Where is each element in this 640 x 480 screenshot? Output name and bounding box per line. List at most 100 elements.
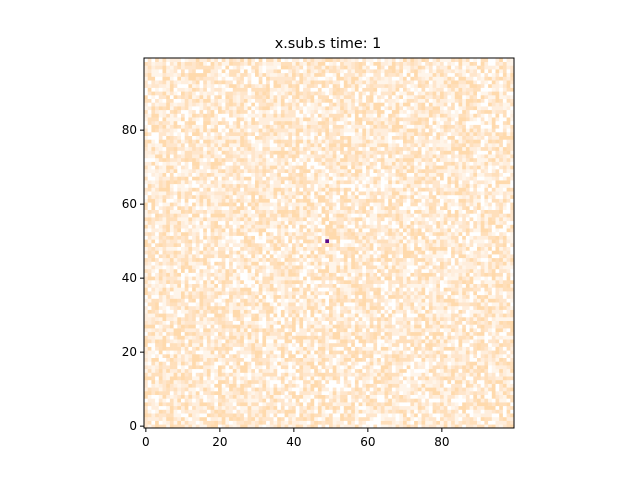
heatmap-cell	[384, 302, 389, 307]
heatmap-cell	[188, 405, 193, 410]
heatmap-cell	[299, 294, 304, 299]
heatmap-cell	[436, 243, 441, 247]
heatmap-cell	[162, 243, 167, 247]
heatmap-cell	[177, 261, 182, 266]
heatmap-cell	[299, 387, 304, 392]
heatmap-cell	[443, 298, 448, 303]
heatmap-cell	[480, 309, 485, 314]
heatmap-cell	[258, 402, 263, 407]
heatmap-cell	[343, 339, 348, 344]
heatmap-cell	[428, 302, 433, 307]
heatmap-cell	[458, 368, 463, 373]
heatmap-cell	[373, 331, 378, 336]
heatmap-cell	[384, 331, 389, 336]
heatmap-cell	[377, 324, 382, 329]
heatmap-cell	[421, 257, 426, 262]
heatmap-cell	[162, 320, 167, 325]
heatmap-cell	[436, 372, 441, 377]
heatmap-cell	[332, 420, 337, 425]
heatmap-cell	[329, 368, 333, 373]
heatmap-cell	[480, 372, 485, 377]
heatmap-cell	[399, 309, 404, 314]
heatmap-cell	[280, 261, 285, 266]
heatmap-cell	[428, 350, 433, 355]
heatmap-cell	[491, 379, 496, 384]
heatmap-cell	[214, 328, 219, 333]
heatmap-cell	[317, 272, 322, 277]
heatmap-cell	[303, 394, 308, 399]
heatmap-cell	[310, 361, 315, 366]
heatmap-cell	[266, 413, 271, 418]
heatmap-cell	[340, 420, 345, 425]
heatmap-cell	[377, 261, 382, 266]
heatmap-cell	[440, 335, 444, 340]
heatmap-cell	[480, 280, 485, 284]
heatmap-cell	[332, 320, 337, 325]
heatmap-cell	[247, 257, 252, 262]
heatmap-cell	[454, 413, 459, 418]
heatmap-cell	[473, 324, 478, 329]
heatmap-cell	[262, 357, 267, 362]
heatmap-cell	[192, 383, 197, 388]
heatmap-cell	[399, 376, 404, 381]
heatmap-cell	[340, 376, 345, 381]
heatmap-cell	[480, 317, 485, 321]
heatmap-cell	[465, 416, 470, 421]
heatmap-cell	[181, 379, 185, 384]
heatmap-cell	[340, 398, 345, 403]
heatmap-cell	[510, 328, 515, 333]
heatmap-cell	[162, 350, 167, 355]
heatmap-cell	[273, 372, 278, 377]
heatmap-cell	[251, 250, 256, 255]
heatmap-cell	[255, 391, 259, 395]
heatmap-cell	[491, 276, 496, 281]
heatmap-cell	[495, 387, 500, 392]
heatmap-cell	[206, 254, 211, 259]
heatmap-cell	[499, 379, 504, 384]
heatmap-cell	[358, 294, 363, 299]
heatmap-cell	[269, 335, 274, 340]
heatmap-cell	[369, 250, 374, 255]
heatmap-cell	[262, 394, 267, 399]
heatmap-cell	[155, 420, 160, 425]
heatmap-cell	[432, 402, 437, 407]
heatmap-cell	[451, 405, 456, 410]
heatmap-cell	[155, 357, 160, 362]
heatmap-cell	[225, 309, 230, 314]
heatmap-cell	[218, 283, 222, 288]
heatmap-cell	[477, 346, 481, 351]
heatmap-cell	[436, 294, 441, 299]
heatmap-cell	[325, 280, 330, 284]
heatmap-cell	[332, 276, 337, 281]
heatmap-cell	[251, 350, 256, 355]
heatmap-cell	[288, 331, 293, 336]
heatmap-cell	[336, 368, 341, 373]
heatmap-cell	[414, 383, 419, 388]
heatmap-cell	[502, 365, 507, 370]
heatmap-cell	[273, 305, 278, 310]
heatmap-cell	[299, 298, 304, 303]
heatmap-cell	[192, 335, 197, 340]
heatmap-cell	[421, 424, 426, 429]
heatmap-cell	[388, 398, 393, 403]
heatmap-cell	[280, 413, 285, 418]
heatmap-cell	[499, 254, 504, 259]
heatmap-cell	[221, 354, 226, 358]
heatmap-cell	[195, 383, 200, 388]
heatmap-cell	[340, 335, 345, 340]
heatmap-cell	[465, 305, 470, 310]
heatmap-cell	[329, 331, 333, 336]
heatmap-cell	[317, 372, 322, 377]
heatmap-cell	[280, 313, 285, 318]
heatmap-cell	[284, 342, 289, 347]
heatmap-cell	[440, 313, 444, 318]
heatmap-cell	[499, 372, 504, 377]
heatmap-cell	[240, 257, 245, 262]
heatmap-cell	[166, 365, 171, 370]
heatmap-cell	[443, 272, 448, 277]
heatmap-cell	[162, 379, 167, 384]
heatmap-cell	[440, 342, 444, 347]
heatmap-cell	[292, 368, 296, 373]
heatmap-cell	[292, 287, 296, 292]
heatmap-cell	[480, 320, 485, 325]
